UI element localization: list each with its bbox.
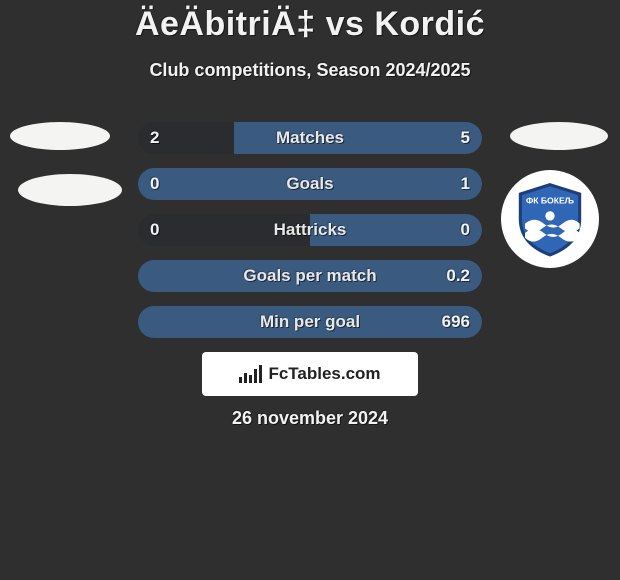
stat-label: Matches bbox=[138, 128, 482, 148]
stat-row: 01Goals bbox=[138, 168, 482, 200]
stat-row: 696Min per goal bbox=[138, 306, 482, 338]
stat-label: Goals per match bbox=[138, 266, 482, 286]
bar-chart-icon bbox=[239, 365, 262, 383]
club-badge: ФК БОКЕЉ bbox=[501, 170, 599, 268]
player-left-avatar-placeholder-2 bbox=[18, 174, 122, 206]
stat-label: Min per goal bbox=[138, 312, 482, 332]
attribution-label: FcTables.com bbox=[268, 364, 380, 384]
stat-label: Goals bbox=[138, 174, 482, 194]
page-title: ÄeÄbitriÄ‡ vs Kordić bbox=[0, 5, 620, 44]
stats-comparison: 25Matches 01Goals 00Hattricks 0.2Goals per … bbox=[138, 122, 482, 352]
subtitle: Club competitions, Season 2024/2025 bbox=[0, 60, 620, 81]
stat-row: 00Hattricks bbox=[138, 214, 482, 246]
svg-text:ФК БОКЕЉ: ФК БОКЕЉ bbox=[526, 195, 575, 205]
attribution-badge: FcTables.com bbox=[202, 352, 418, 396]
stat-label: Hattricks bbox=[138, 220, 482, 240]
date-label: 26 november 2024 bbox=[0, 408, 620, 429]
player-right-avatar-placeholder bbox=[510, 122, 608, 150]
player-left-avatar-placeholder-1 bbox=[10, 122, 110, 150]
stat-row: 0.2Goals per match bbox=[138, 260, 482, 292]
stat-row: 25Matches bbox=[138, 122, 482, 154]
club-crest-icon: ФК БОКЕЉ bbox=[511, 180, 589, 258]
